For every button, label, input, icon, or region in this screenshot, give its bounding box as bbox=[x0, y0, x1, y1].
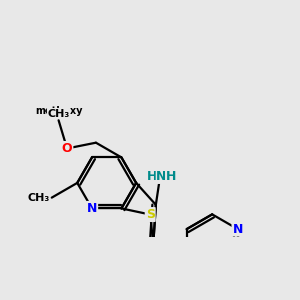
Text: O: O bbox=[62, 142, 72, 155]
Text: N: N bbox=[87, 202, 97, 215]
Text: N: N bbox=[156, 170, 167, 183]
Text: H: H bbox=[147, 170, 157, 183]
Text: CH₃: CH₃ bbox=[47, 109, 70, 118]
Text: S: S bbox=[146, 208, 155, 221]
Text: methoxy: methoxy bbox=[35, 106, 82, 116]
Text: N: N bbox=[232, 223, 243, 236]
Text: CH₃: CH₃ bbox=[28, 193, 50, 202]
Text: H: H bbox=[166, 170, 176, 183]
